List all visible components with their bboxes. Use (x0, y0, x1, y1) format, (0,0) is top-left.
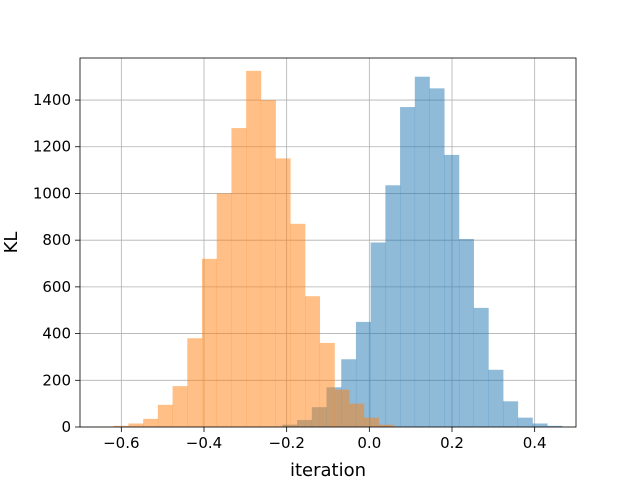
y-tick-label: 800 (42, 231, 71, 249)
histogram-bar (415, 77, 430, 427)
histogram-bar (187, 338, 202, 427)
x-tick-label: 0.4 (523, 434, 547, 452)
histogram-bar (320, 343, 335, 427)
x-axis-label: iteration (290, 460, 366, 480)
histogram-bar (364, 418, 379, 427)
histogram-bar (400, 107, 415, 427)
x-tick-label: −0.6 (103, 434, 139, 452)
histogram-bar (385, 185, 400, 427)
y-tick-label: 200 (42, 371, 71, 389)
y-tick-label: 400 (42, 325, 71, 343)
y-tick-label: 0 (61, 418, 71, 436)
histogram-bar (533, 423, 548, 427)
histogram-bar (158, 405, 173, 427)
x-tick-label: −0.2 (268, 434, 304, 452)
histogram-bar (444, 155, 459, 427)
histogram-bar (261, 100, 276, 427)
histogram-bar (276, 158, 291, 427)
y-tick-label: 600 (42, 278, 71, 296)
y-tick-label: 1000 (33, 184, 71, 202)
y-tick-label: 1400 (33, 91, 71, 109)
y-tick-label: 1200 (33, 138, 71, 156)
histogram-bar (334, 390, 349, 427)
histogram-bar (503, 401, 518, 427)
histogram-bar (459, 239, 474, 427)
x-tick-label: −0.4 (186, 434, 222, 452)
histogram-bar (231, 128, 246, 427)
histogram-bar (128, 423, 143, 427)
histogram-bar (173, 386, 188, 427)
x-tick-label: 0.2 (440, 434, 464, 452)
histogram-bar (371, 243, 386, 428)
y-axis-label: KL (1, 232, 22, 254)
x-tick-label: 0.0 (357, 434, 381, 452)
histogram-bar (305, 296, 320, 427)
histogram-bar (246, 71, 261, 427)
histogram-bar (217, 193, 232, 427)
histogram-bar (349, 404, 364, 427)
histogram-bar (488, 370, 503, 427)
histogram-bar (290, 224, 305, 427)
histogram-bar (474, 308, 489, 427)
bars-layer (99, 71, 562, 427)
histogram-bar (518, 418, 533, 427)
histogram-bar (430, 88, 445, 427)
histogram-bar (143, 419, 158, 427)
histogram-bar (202, 259, 217, 427)
